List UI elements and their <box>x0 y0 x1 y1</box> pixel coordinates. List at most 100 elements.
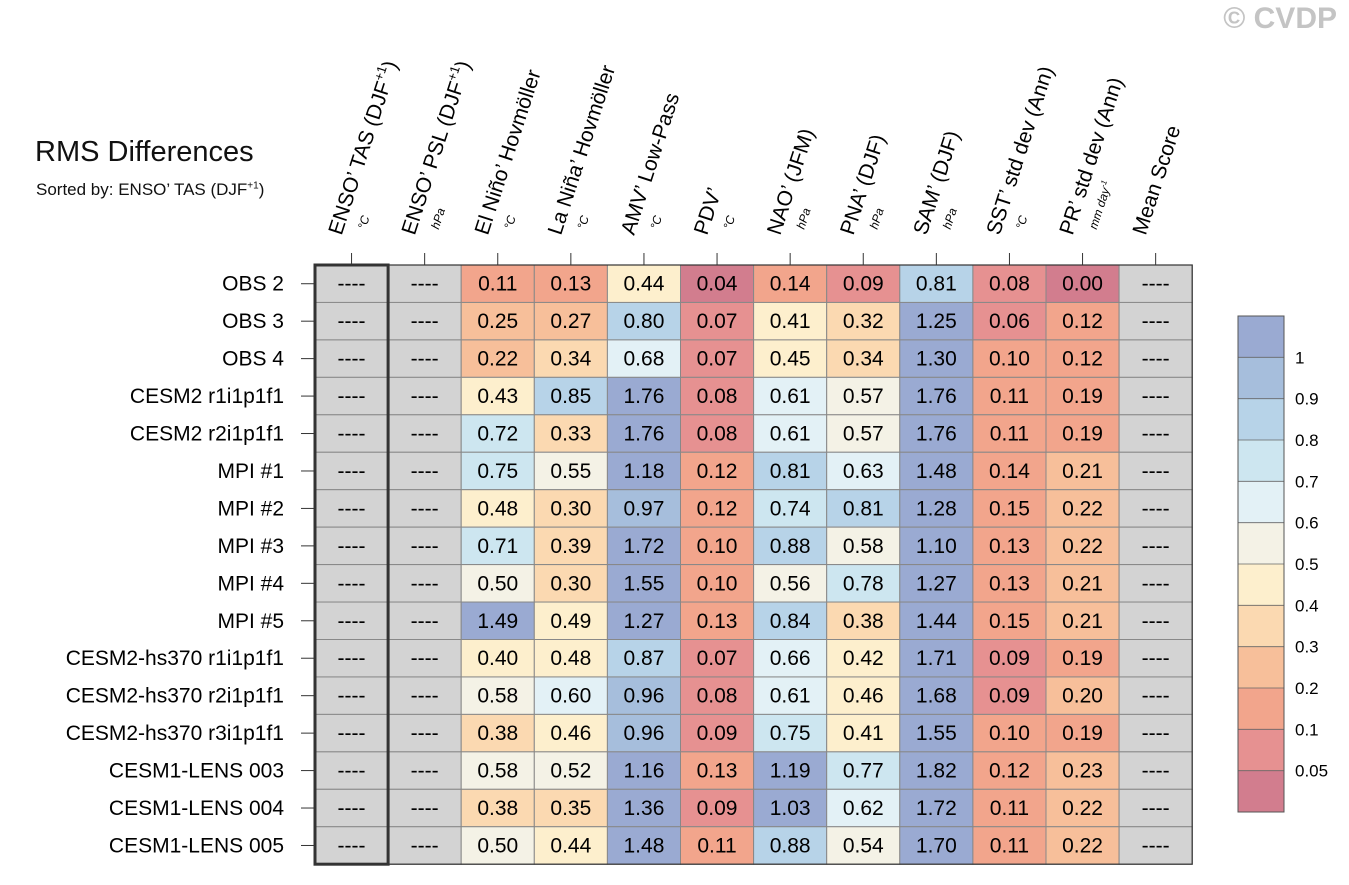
column-label-text: NAO’ (JFM) <box>763 126 819 238</box>
colorbar-swatch <box>1238 398 1284 440</box>
column-unit: °C <box>647 213 665 230</box>
cell-value-label: ---- <box>338 797 366 820</box>
cell-value-label: 0.15 <box>989 610 1030 633</box>
heatmap-cell <box>826 751 901 790</box>
heatmap-cell <box>753 264 828 303</box>
heatmap-cell <box>533 601 608 640</box>
cell-value-label: 0.10 <box>989 348 1030 371</box>
cell-value-label: 0.08 <box>697 423 738 446</box>
heatmap-cell <box>1045 788 1120 828</box>
cell-value-label: 1.48 <box>916 460 957 483</box>
heatmap-cell <box>460 264 535 303</box>
colorbar-swatch <box>1238 357 1284 399</box>
cell-value-label: ---- <box>411 722 439 745</box>
heatmap-cell <box>314 751 389 790</box>
row-label: MPI #3 <box>217 535 284 558</box>
heatmap-cell <box>533 264 608 303</box>
heatmap-cell <box>314 601 389 640</box>
cell-value-label: 1.27 <box>916 572 957 595</box>
cell-value-label: 0.63 <box>843 460 884 483</box>
heatmap-cell <box>314 826 389 865</box>
cell-value-label: ---- <box>1142 385 1170 408</box>
cell-value-label: 0.74 <box>770 497 811 520</box>
heatmap-cell <box>1118 264 1193 303</box>
heatmap-cell <box>314 564 389 603</box>
heatmap-cell <box>533 751 608 790</box>
heatmap-cell <box>460 376 535 416</box>
cell-value-label: 0.20 <box>1062 685 1103 708</box>
cell-value-label: 1.48 <box>624 834 665 857</box>
heatmap-cell <box>533 414 608 453</box>
row-label: CESM1-LENS 004 <box>109 797 284 820</box>
column-label-text: ENSO’ TAS (DJF <box>324 79 395 238</box>
cell-value-label: ---- <box>338 685 366 708</box>
row-label: CESM1-LENS 005 <box>109 834 284 857</box>
heatmap-cell <box>899 264 974 303</box>
cell-value-label: 0.12 <box>697 497 738 520</box>
heatmap-cell <box>899 451 974 491</box>
sorted-column-highlight <box>313 263 390 866</box>
column-labels: ENSO’ TAS (DJF+1)°C ENSO’ PSL (DJF+1)hPa E… <box>322 57 1185 265</box>
cell-value-label: 0.75 <box>770 722 811 745</box>
heatmap-cell <box>314 301 389 341</box>
cell-value-label: 0.54 <box>843 834 884 857</box>
row-label: MPI #5 <box>217 610 284 633</box>
heatmap-cell <box>826 264 901 303</box>
heatmap-cell <box>387 676 462 715</box>
heatmap-cell <box>314 676 389 715</box>
heatmap-cell <box>680 601 755 640</box>
cell-value-label: 1.27 <box>624 610 665 633</box>
cell-value-label: 0.30 <box>550 572 591 595</box>
cell-value-label: 0.12 <box>1062 310 1103 333</box>
cell-value-label: 0.09 <box>989 647 1030 670</box>
heatmap-cell <box>826 339 901 378</box>
heatmap-cell <box>972 601 1047 640</box>
cell-value-label: ---- <box>411 610 439 633</box>
heatmap-cell <box>899 564 974 603</box>
cell-value-label: ---- <box>411 797 439 820</box>
heatmap-cell <box>826 676 901 715</box>
cell-value-label: 0.32 <box>843 310 884 333</box>
colorbar-label: 0.05 <box>1295 762 1328 781</box>
colorbar-label: 0.3 <box>1295 638 1319 657</box>
column-label: ENSO’ TAS (DJF+1) <box>322 57 403 237</box>
heatmap-cell <box>606 788 682 828</box>
colorbar-swatch <box>1238 605 1284 647</box>
cell-value-label: 1.76 <box>624 385 665 408</box>
column-unit-text: hPa <box>940 206 960 231</box>
heatmap-cell <box>753 713 828 753</box>
heatmap-cell <box>972 414 1047 453</box>
column-unit: °C <box>574 213 592 230</box>
cell-value-label: 0.58 <box>477 760 518 783</box>
cell-value-label: 0.21 <box>1062 572 1103 595</box>
cell-value-label: ---- <box>411 423 439 446</box>
cell-value-label: 0.49 <box>550 610 591 633</box>
colorbar-border <box>1237 315 1285 813</box>
cell-value-label: 0.44 <box>624 273 665 296</box>
cell-value-label: 0.88 <box>770 834 811 857</box>
cell-value-label: 0.85 <box>550 385 591 408</box>
cell-value-label: 1.03 <box>770 797 811 820</box>
cell-value-label: 0.48 <box>477 497 518 520</box>
heatmap-cell <box>1118 414 1193 453</box>
cell-value-label: 0.09 <box>697 722 738 745</box>
cell-value-label: 0.11 <box>697 834 736 857</box>
cell-value-label: 1.76 <box>916 423 957 446</box>
heatmap-cell <box>1045 676 1120 715</box>
heatmap-cell <box>1045 639 1120 678</box>
heatmap-cell <box>460 451 535 491</box>
colorbar-label: 0.5 <box>1295 555 1319 574</box>
cell-value-label: 0.61 <box>770 685 811 708</box>
cvdp-watermark: © CVDP <box>1223 2 1337 35</box>
cell-value-label: 0.39 <box>550 535 591 558</box>
column-label-text: PDV’ <box>690 185 727 238</box>
cell-value-label: 0.09 <box>843 273 884 296</box>
cell-value-label: 0.04 <box>697 273 738 296</box>
heatmap-cell <box>533 526 608 566</box>
heatmap-cell <box>680 639 755 678</box>
cell-value-label: 0.50 <box>477 834 518 857</box>
heatmap-cell <box>1045 339 1120 378</box>
column-unit-text: hPa <box>794 206 814 231</box>
cell-value-label: 0.10 <box>697 572 738 595</box>
cell-value-label: 0.35 <box>550 797 591 820</box>
